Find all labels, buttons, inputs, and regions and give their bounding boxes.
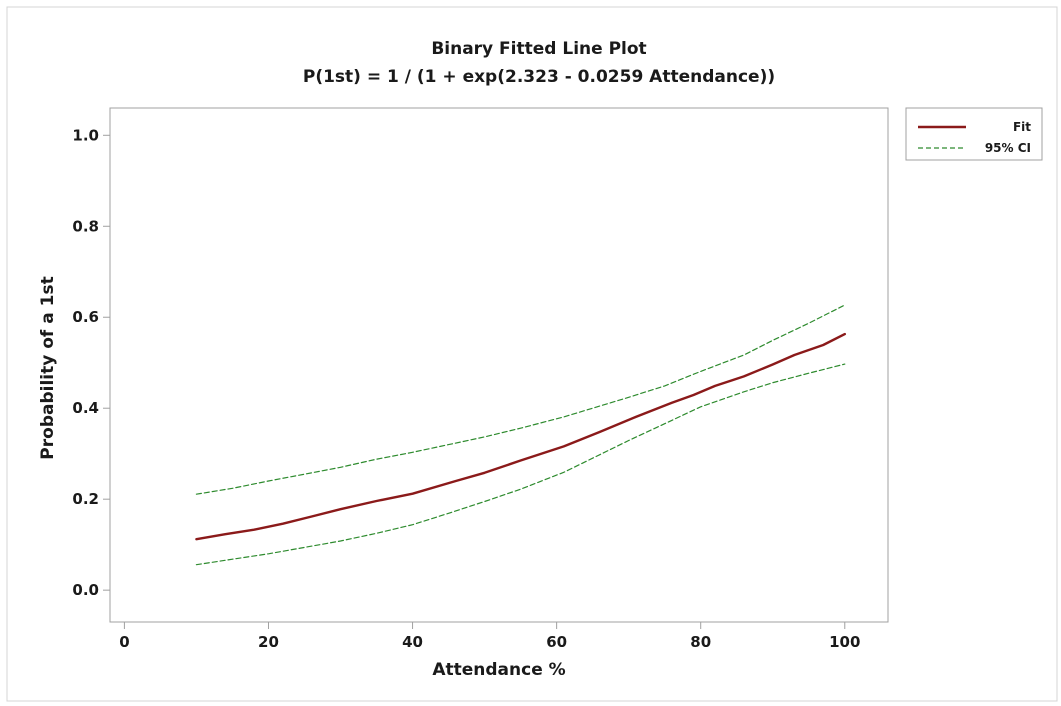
y-axis-label: Probability of a 1st [38,276,58,459]
x-tick-label: 60 [546,633,567,651]
y-tick-label: 0.4 [72,399,99,417]
y-tick-label: 0.2 [72,490,99,508]
y-tick-label: 0.0 [72,581,99,599]
y-tick-label: 0.6 [72,308,99,326]
legend-label-ci: 95% CI [985,141,1031,155]
x-axis: 0 20 40 60 80 100 [119,622,860,651]
y-tick-label: 0.8 [72,217,99,235]
y-axis: 0.0 0.2 0.4 0.6 0.8 1.0 [72,126,110,599]
chart-title: Binary Fitted Line Plot [431,39,646,59]
legend-label-fit: Fit [1013,120,1031,134]
series-layer [195,304,846,566]
legend: Fit 95% CI [905,107,1043,161]
legend-box [905,107,1043,161]
x-tick-label: 40 [402,633,423,651]
chart-subtitle: P(1st) = 1 / (1 + exp(2.323 - 0.0259 Att… [303,67,775,87]
y-tick-label: 1.0 [72,126,99,144]
ci-upper-line [195,304,846,495]
x-tick-label: 0 [119,633,129,651]
x-axis-label: Attendance % [432,660,565,680]
plot-area [109,107,889,623]
fit-line [195,332,846,541]
ci-lower-line [195,363,846,566]
x-tick-label: 20 [258,633,279,651]
x-tick-label: 80 [690,633,711,651]
x-tick-label: 100 [829,633,860,651]
